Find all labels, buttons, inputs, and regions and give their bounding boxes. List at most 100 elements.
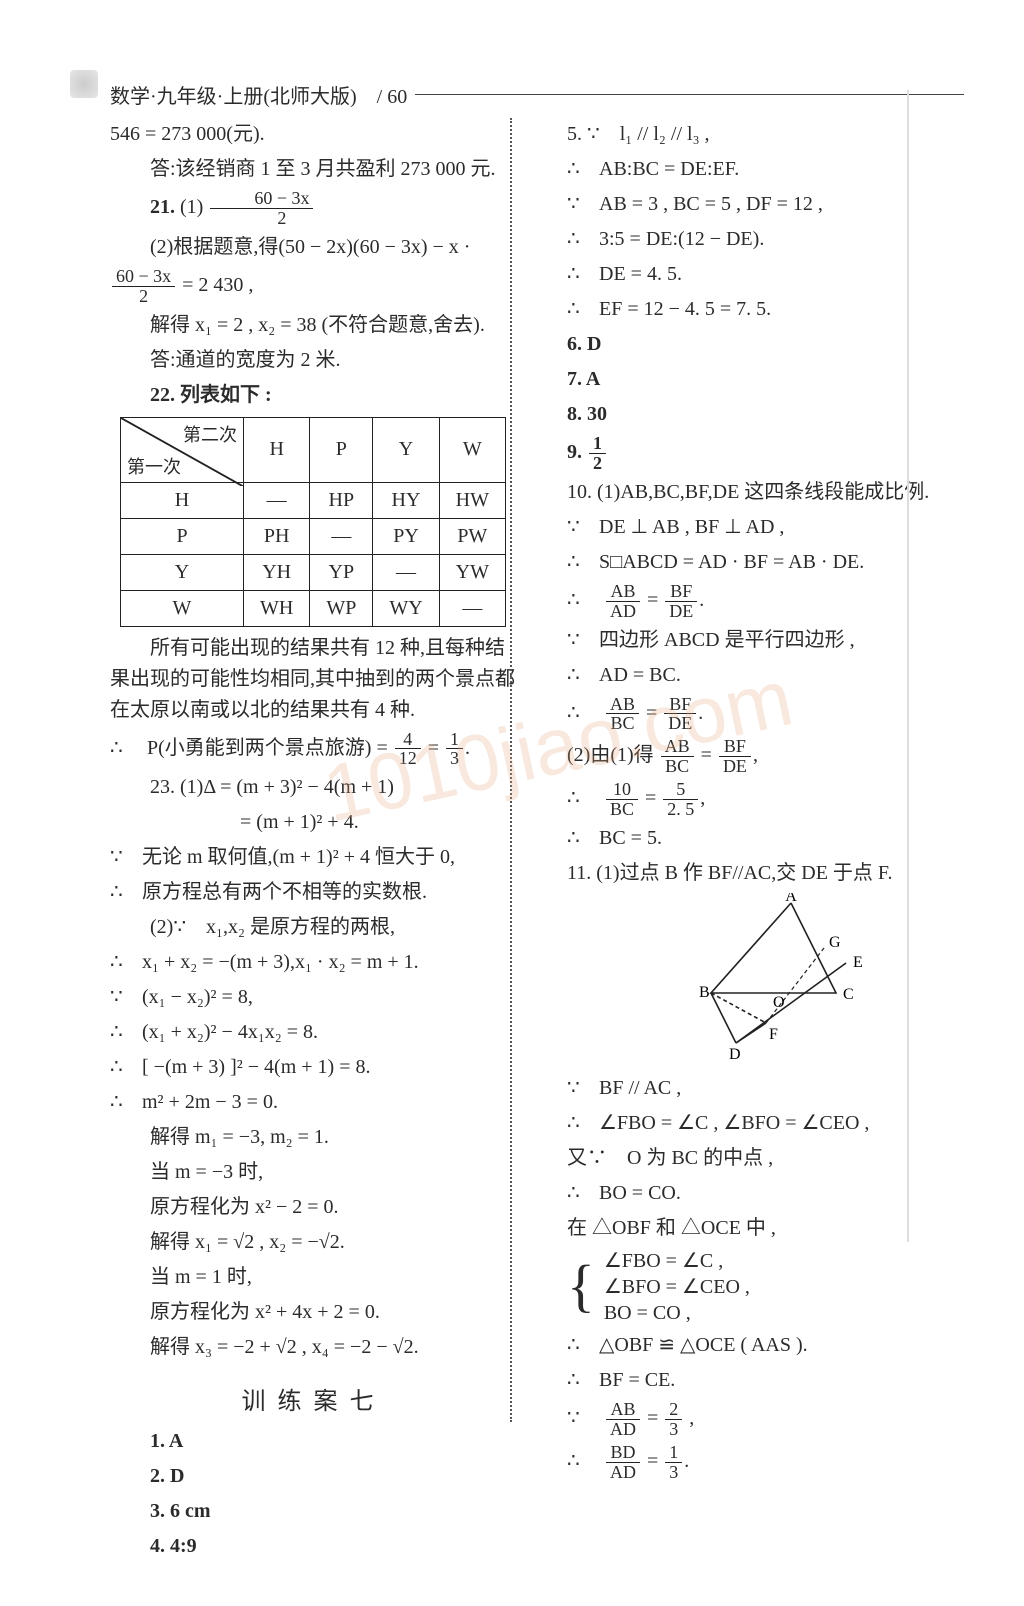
text: P(小勇能到两个景点旅游) = (147, 737, 393, 759)
text-line: 当 m = −3 时, (110, 1157, 517, 1188)
text-line: ∴3:5 = DE:(12 − DE). (567, 224, 974, 255)
header-rule (415, 94, 964, 95)
frac-eq: ∴ ABAD = BFDE. (567, 582, 974, 621)
cell: HY (373, 482, 439, 518)
text-line: ∴[ −(m + 3) ]² − 4(m + 1) = 8. (110, 1052, 517, 1083)
answer: 2. D (110, 1461, 517, 1492)
fraction: 60 − 3x 2 (112, 267, 175, 306)
text-line: (2)∵ x₁,x₂ 是原方程的两根, (110, 912, 517, 943)
text-line: 解得 m₁ = −3, m₂ = 1. (110, 1122, 517, 1153)
answer: 6. D (567, 329, 974, 360)
table-row: H — HP HY HW (121, 482, 506, 518)
frac-eq: ∴ 10BC = 52. 5, (567, 780, 974, 819)
because-icon: ∵ (567, 625, 599, 656)
because-icon: ∵ (110, 842, 142, 873)
answer: 8. 30 (567, 399, 974, 430)
text-line: ∴∠FBO = ∠C , ∠BFO = ∠CEO , (567, 1108, 974, 1139)
answer: 7. A (567, 364, 974, 395)
therefore-icon: ∴ (567, 294, 599, 325)
because-icon: ∵ (567, 1073, 599, 1104)
text-line: (2)根据题意,得(50 − 2x)(60 − 3x) − x · (110, 232, 517, 263)
cell: HP (310, 482, 373, 518)
label-A: A (785, 893, 797, 905)
therefore-icon: ∴ (567, 1330, 599, 1361)
text-line: 原方程化为 x² + 4x + 2 = 0. (110, 1297, 517, 1328)
text-line: 11. (1)过点 B 作 BF//AC,交 DE 于点 F. (567, 858, 974, 889)
cell: WH (244, 590, 310, 626)
text-line: ∴AD = BC. (567, 660, 974, 691)
cell: WP (310, 590, 373, 626)
text: = 2 430 , (182, 274, 253, 296)
fraction: 13 (446, 730, 463, 769)
denom: 2 (210, 209, 313, 228)
therefore-icon: ∴ (567, 823, 599, 854)
q21-eq: 60 − 3x 2 = 2 430 , (110, 267, 517, 306)
fraction: 12 (589, 434, 606, 473)
fraction: ABAD (606, 582, 640, 621)
row-header: Y (121, 554, 244, 590)
table-row: 第二次 第一次 H P Y W (121, 417, 506, 482)
therefore-icon: ∴ (567, 1108, 599, 1139)
table-row: P PH — PY PW (121, 518, 506, 554)
text-line: 10. (1)AB,BC,BF,DE 这四条线段能成比例. (567, 477, 974, 508)
fraction: BFDE (664, 695, 696, 734)
therefore-icon: ∴ (567, 585, 599, 616)
text-line: ∴(x₁ + x₂)² − 4x₁x₂ = 8. (110, 1017, 517, 1048)
text-line: ∴AB:BC = DE:EF. (567, 154, 974, 185)
label-O: O (773, 994, 785, 1011)
col-header: W (439, 417, 505, 482)
therefore-icon: ∴ (567, 224, 599, 255)
text-line: ∴S□ABCD = AD · BF = AB · DE. (567, 547, 974, 578)
col-header: H (244, 417, 310, 482)
therefore-icon: ∴ (567, 1178, 599, 1209)
qnum: 9. (567, 441, 587, 463)
q10-2a: (2)由(1)得 ABBC = BFDE, (567, 737, 974, 776)
text-line: 546 = 273 000(元). (110, 119, 517, 150)
text-line: 23. (1)Δ = (m + 3)² − 4(m + 1) (110, 772, 517, 803)
page-header-title: 数学·九年级·上册(北师大版) / 60 (110, 80, 407, 109)
answer: 3. 6 cm (110, 1496, 517, 1527)
text-line: 解得 x₃ = −2 + √2 , x₄ = −2 − √2. (110, 1332, 517, 1363)
cell: YP (310, 554, 373, 590)
because-icon: ∵ (567, 512, 599, 543)
frac-eq: ∴ BDAD = 13. (567, 1443, 974, 1482)
fraction: 10BC (606, 780, 638, 819)
sys-line: ∠FBO = ∠C , (604, 1248, 750, 1274)
answer: 4. 4:9 (110, 1531, 517, 1562)
outcomes-table: 第二次 第一次 H P Y W H — HP HY HW P PH — PY P… (120, 417, 506, 627)
cell: HW (439, 482, 505, 518)
therefore-icon: ∴ (110, 733, 142, 764)
text-line: ∵AB = 3 , BC = 5 , DF = 12 , (567, 189, 974, 220)
frac-eq: ∵ ABAD = 23 , (567, 1400, 974, 1439)
therefore-icon: ∴ (567, 698, 599, 729)
text-line: ∴DE = 4. 5. (567, 259, 974, 290)
fraction: 60 − 3x 2 (210, 189, 313, 228)
left-column: 546 = 273 000(元). 答:该经销商 1 至 3 月共盈利 273 … (110, 80, 527, 1566)
therefore-icon: ∴ (567, 259, 599, 290)
text-line: ∴x₁ + x₂ = −(m + 3),x₁ · x₂ = m + 1. (110, 947, 517, 978)
answer-9: 9. 12 (567, 434, 974, 473)
numer: 60 − 3x (112, 267, 175, 287)
therefore-icon: ∴ (567, 154, 599, 185)
diag-header-cell: 第二次 第一次 (121, 417, 244, 482)
geometry-figure: A B C D E F G O (567, 893, 974, 1069)
text-line: 当 m = 1 时, (110, 1262, 517, 1293)
text-line: 原方程化为 x² − 2 = 0. (110, 1192, 517, 1223)
therefore-icon: ∴ (567, 1446, 599, 1477)
label-G: G (829, 934, 841, 951)
therefore-icon: ∴ (110, 947, 142, 978)
text-line: 解得 x₁ = 2 , x₂ = 38 (不符合题意,舍去). (110, 310, 517, 341)
text-line: ∴m² + 2m − 3 = 0. (110, 1087, 517, 1118)
cell: YH (244, 554, 310, 590)
q22-label: 22. 列表如下 : (110, 380, 517, 411)
therefore-icon: ∴ (110, 1017, 142, 1048)
fraction: ABBC (661, 737, 694, 776)
label-C: C (843, 986, 854, 1003)
fraction: BDAD (606, 1443, 640, 1482)
therefore-icon: ∴ (110, 877, 142, 908)
therefore-icon: ∴ (567, 783, 599, 814)
label-B: B (699, 984, 710, 1001)
text-line: ∴BF = CE. (567, 1365, 974, 1396)
text-line: ∵DE ⊥ AB , BF ⊥ AD , (567, 512, 974, 543)
cell: — (244, 482, 310, 518)
